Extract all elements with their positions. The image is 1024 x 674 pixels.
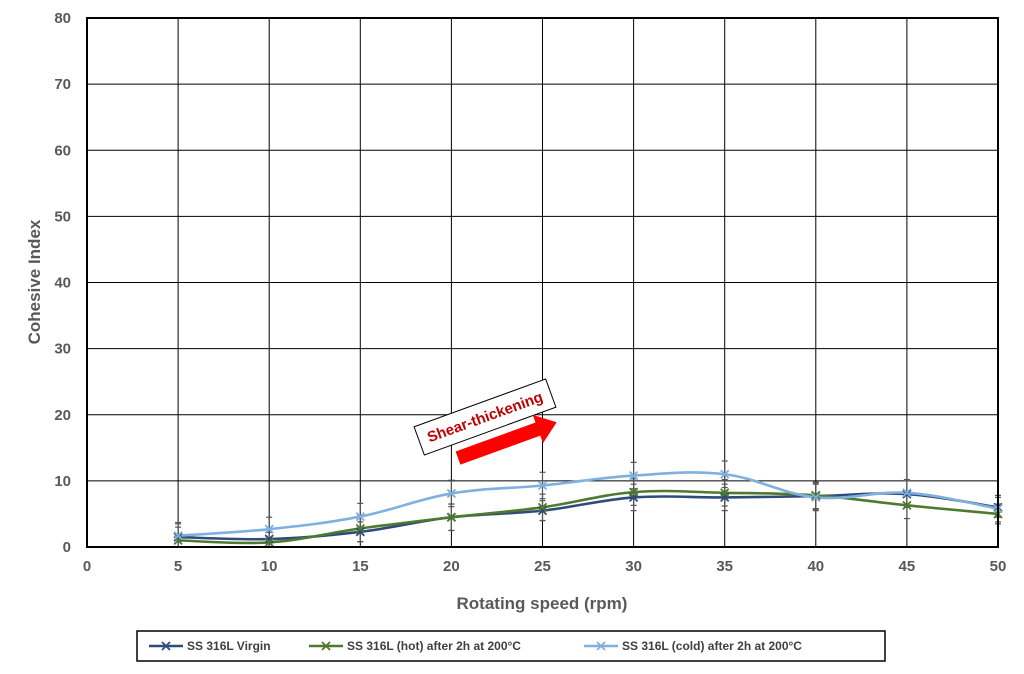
data-point-marker xyxy=(811,490,821,501)
legend-label: SS 316L Virgin xyxy=(187,639,271,653)
data-point-marker xyxy=(264,537,274,548)
x-tick-label: 35 xyxy=(716,558,733,575)
data-point-marker xyxy=(173,532,183,542)
y-tick-label: 40 xyxy=(54,275,71,292)
legend-item: SS 316L Virgin xyxy=(149,639,271,653)
marker-stroke xyxy=(811,492,821,503)
data-point-marker xyxy=(811,492,821,503)
legend-item: SS 316L (hot) after 2h at 200°C xyxy=(309,639,521,653)
data-point-marker xyxy=(902,500,912,510)
data-point-marker xyxy=(628,487,639,497)
y-tick-label: 10 xyxy=(54,473,71,490)
y-tick-label: 80 xyxy=(54,10,71,27)
marker-stroke xyxy=(355,523,365,534)
legend: SS 316L Virgin SS 316L (hot) after 2h at … xyxy=(136,630,886,662)
series-lines xyxy=(178,471,999,545)
marker-stroke xyxy=(902,500,912,510)
data-point-marker xyxy=(537,502,548,512)
data-point-marker xyxy=(628,470,639,481)
marker-stroke xyxy=(902,488,912,498)
x-tick-label: 15 xyxy=(352,558,369,575)
x-tick-label: 10 xyxy=(261,558,278,575)
marker-stroke xyxy=(173,531,183,541)
legend-marker xyxy=(321,641,331,651)
x-tick-label: 30 xyxy=(625,558,642,575)
shear-thickening-annotation: Shear-thickening xyxy=(413,378,557,465)
marker-stroke xyxy=(902,489,912,499)
annotation-arrow xyxy=(455,414,557,465)
x-tick-labels: 0 5 10 15 20 25 30 35 40 45 50 xyxy=(83,558,1007,575)
marker-stroke xyxy=(355,527,365,537)
data-point-marker xyxy=(902,488,912,498)
marker-stroke xyxy=(628,470,639,481)
data-point-marker xyxy=(720,488,730,498)
marker-stroke xyxy=(537,505,548,516)
x-tick-label: 50 xyxy=(990,558,1007,575)
legend-marker xyxy=(596,641,606,651)
marker-stroke xyxy=(446,488,457,499)
x-tick-label: 25 xyxy=(534,558,551,575)
data-point-marker xyxy=(720,469,730,479)
marker-stroke xyxy=(446,512,457,522)
x-tick-label: 40 xyxy=(807,558,824,575)
legend-item: SS 316L (cold) after 2h at 200°C xyxy=(584,639,802,653)
x-tick-label: 20 xyxy=(443,558,460,575)
legend-label: SS 316L (cold) after 2h at 200°C xyxy=(622,639,802,653)
series-line xyxy=(178,489,999,545)
data-point-marker xyxy=(355,527,365,537)
legend-label: SS 316L (hot) after 2h at 200°C xyxy=(347,639,521,653)
marker-stroke xyxy=(537,502,548,512)
data-point-marker xyxy=(902,489,912,499)
y-tick-label: 0 xyxy=(63,539,71,556)
gridlines xyxy=(86,17,999,548)
y-tick-label: 70 xyxy=(54,76,71,93)
plot-area-border xyxy=(86,17,999,548)
y-tick-labels: 0 10 20 30 40 50 60 70 80 xyxy=(54,10,71,556)
marker-stroke xyxy=(355,511,365,522)
marker-stroke xyxy=(720,488,730,498)
marker-stroke xyxy=(628,487,639,497)
y-axis-title: Cohesive Index xyxy=(25,219,44,344)
marker-stroke xyxy=(720,469,730,479)
data-point-marker xyxy=(355,511,365,522)
data-point-marker xyxy=(537,505,548,516)
marker-stroke xyxy=(264,524,274,534)
data-point-marker xyxy=(446,512,457,522)
data-point-marker xyxy=(173,531,183,541)
data-point-marker xyxy=(264,534,274,544)
y-tick-label: 30 xyxy=(54,341,71,358)
marker-stroke xyxy=(264,537,274,548)
marker-stroke xyxy=(811,490,821,501)
x-tick-label: 0 xyxy=(83,558,91,575)
marker-stroke xyxy=(264,534,274,544)
data-point-marker xyxy=(537,480,548,491)
data-point-marker xyxy=(355,523,365,534)
legend-marker xyxy=(161,641,171,651)
data-point-marker xyxy=(446,488,457,499)
y-tick-label: 20 xyxy=(54,407,71,424)
data-point-marker xyxy=(264,524,274,534)
x-axis-title: Rotating speed (rpm) xyxy=(457,594,628,613)
x-tick-label: 45 xyxy=(899,558,916,575)
y-tick-label: 50 xyxy=(54,208,71,225)
y-tick-label: 60 xyxy=(54,142,71,159)
marker-stroke xyxy=(537,480,548,491)
series-markers xyxy=(173,469,1003,548)
series-line xyxy=(178,471,999,538)
legend-box xyxy=(136,630,886,662)
x-tick-label: 5 xyxy=(174,558,182,575)
annotation-box xyxy=(413,378,557,456)
marker-stroke xyxy=(173,532,183,542)
